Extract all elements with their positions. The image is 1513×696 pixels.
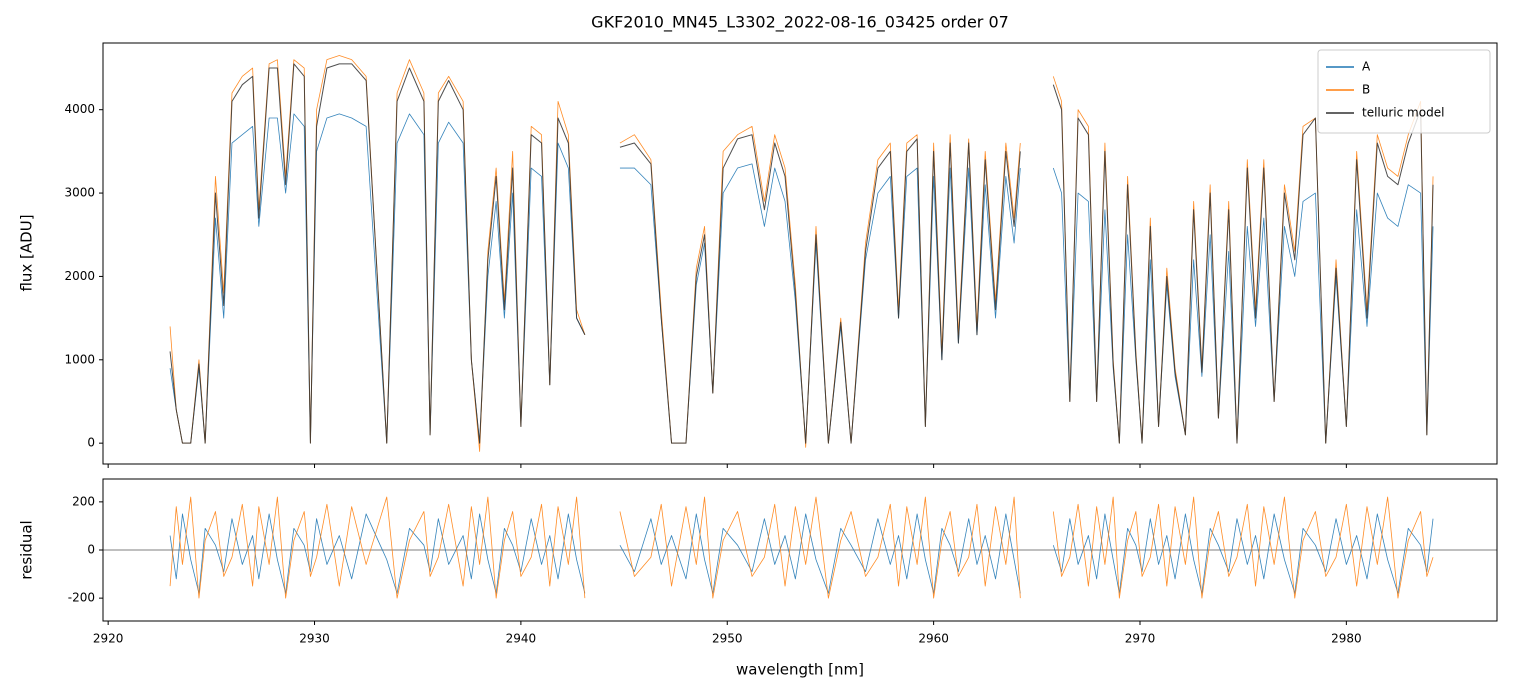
plot-area (169, 55, 1434, 452)
y-tick-label: 3000 (64, 186, 95, 200)
plot-area (103, 496, 1497, 599)
y-tick-label: 2000 (64, 269, 95, 283)
legend-box (1317, 49, 1491, 134)
x-tick-label: 2970 (1125, 632, 1156, 646)
y-axis-label: flux [ADU] (18, 214, 36, 291)
x-tick-label: 2930 (299, 632, 330, 646)
series-line (169, 496, 1434, 599)
x-axis-label: wavelength [nm] (736, 661, 864, 679)
y-tick-label: 4000 (64, 102, 95, 116)
y-axis-label: residual (18, 520, 36, 579)
legend-label: A (1362, 60, 1371, 74)
x-tick-label: 2920 (93, 632, 124, 646)
x-tick-label: 2940 (506, 632, 537, 646)
y-tick-label: 200 (72, 494, 95, 508)
legend-label: B (1362, 83, 1370, 97)
x-tick-label: 2950 (712, 632, 743, 646)
y-tick-label: 0 (87, 436, 95, 450)
y-tick-label: 1000 (64, 352, 95, 366)
series-line (169, 55, 1434, 452)
chart-title: GKF2010_MN45_L3302_2022-08-16_03425 orde… (591, 13, 1009, 33)
series-line (169, 63, 1434, 444)
x-tick-label: 2980 (1331, 632, 1362, 646)
series-line (169, 513, 1434, 594)
legend-label: telluric model (1362, 106, 1444, 120)
y-tick-label: 0 (87, 543, 95, 557)
x-tick-label: 2960 (918, 632, 949, 646)
axes-frame (102, 42, 1498, 465)
axes-frame (102, 478, 1498, 622)
y-tick-label: -200 (68, 591, 95, 605)
